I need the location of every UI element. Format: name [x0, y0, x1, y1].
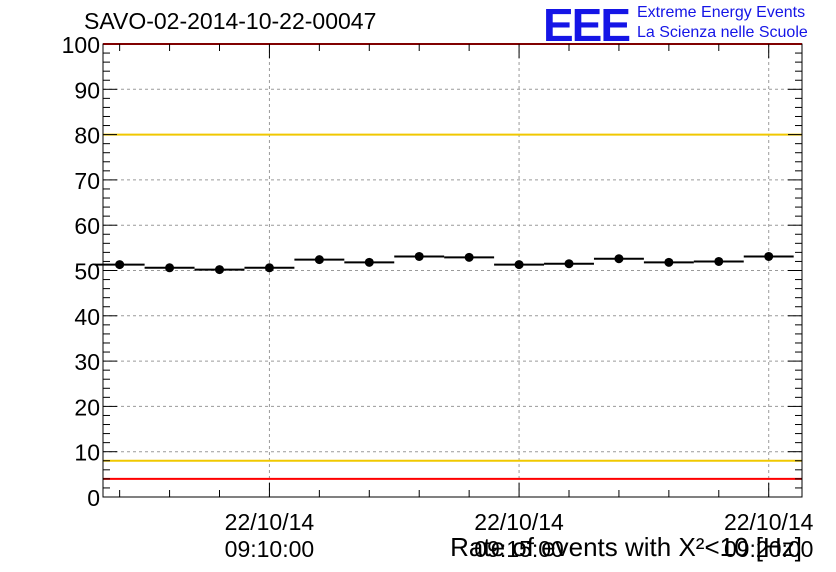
y-tick-label: 50 [74, 259, 100, 285]
eee-logo-mark: EEE [543, 0, 631, 51]
x-tick-date: 22/10/14 [474, 509, 564, 535]
x-tick-time: 09:15:00 [474, 536, 564, 562]
axes [102, 43, 803, 498]
data-points [94, 251, 794, 275]
x-tick-date: 22/10/14 [225, 509, 315, 535]
y-tick-label: 90 [74, 77, 100, 103]
data-point [165, 263, 175, 273]
logo-line-2: La Scienza nelle Scuole [637, 24, 808, 41]
y-tick-label: 70 [74, 168, 100, 194]
tick-labels: 010203040506070809010022/10/1409:10:0022… [62, 32, 814, 562]
data-point [115, 260, 125, 270]
x-axis-label: Rate of events with X²<10 [Hz] [450, 532, 802, 562]
y-tick-label: 40 [74, 304, 100, 330]
run-title: SAVO-02-2014-10-22-00047 [84, 8, 377, 34]
y-tick-label: 0 [87, 485, 100, 511]
data-point [564, 259, 574, 269]
data-point [414, 251, 424, 261]
logo-line-1: Extreme Energy Events [637, 4, 806, 21]
y-tick-label: 100 [62, 32, 100, 58]
y-tick-label: 10 [74, 440, 100, 466]
data-point [614, 254, 624, 264]
x-tick-date: 22/10/14 [724, 509, 814, 535]
data-point [364, 257, 374, 267]
data-point [264, 263, 274, 273]
y-tick-label: 20 [74, 394, 100, 420]
data-point [764, 251, 774, 261]
y-tick-label: 30 [74, 349, 100, 375]
data-point [464, 252, 474, 262]
data-point [714, 256, 724, 266]
data-point [664, 257, 674, 267]
x-tick-time: 09:10:00 [225, 536, 315, 562]
y-tick-label: 80 [74, 123, 100, 149]
y-tick-label: 60 [74, 213, 100, 239]
data-point [514, 260, 524, 270]
x-tick-time: 09:20:00 [724, 536, 814, 562]
data-point [314, 255, 324, 265]
data-point [215, 265, 224, 275]
